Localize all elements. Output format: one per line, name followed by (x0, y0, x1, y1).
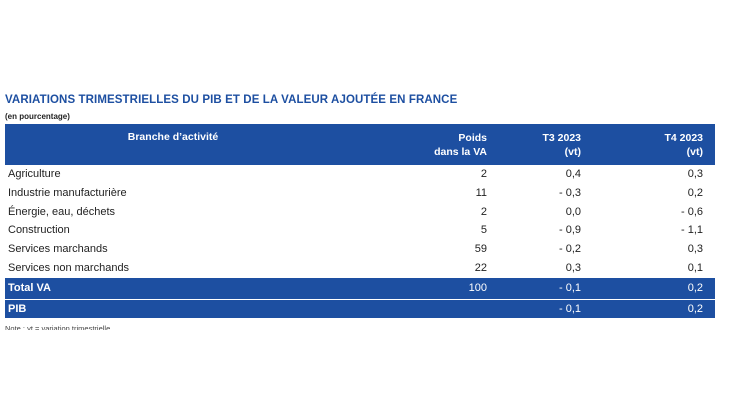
row-q4: 0,1 (687, 261, 703, 274)
gdp-q3: - 0,1 (499, 298, 593, 318)
row-weight: 11 (475, 186, 487, 199)
table-row: Services non marchands 22 0,3 0,1 (5, 259, 715, 278)
table-row: Services marchands 59 - 0,2 0,3 (5, 240, 715, 259)
row-weight: 5 (480, 224, 487, 237)
row-q4: - 0,6 (680, 205, 703, 218)
header-q4-line2: (vt) (686, 145, 703, 158)
total-q3: - 0,1 (499, 277, 593, 300)
row-q4: 0,2 (687, 186, 703, 199)
gdp-weight (353, 298, 499, 318)
table-row: Énergie, eau, déchets 2 0,0 - 0,6 (5, 203, 715, 222)
row-weight: 2 (480, 168, 487, 180)
row-q3: 0,4 (565, 168, 581, 180)
row-label: Énergie, eau, déchets (8, 205, 116, 218)
row-q3: - 0,3 (558, 186, 581, 199)
table-row: Agriculture 2 0,4 0,3 (5, 165, 715, 184)
row-label: Construction (8, 224, 70, 237)
row-q3: - 0,9 (558, 224, 581, 237)
table-row: Industrie manufacturière 11 - 0,3 0,2 (5, 184, 715, 203)
header-branch-label: Branche d’activité (127, 131, 219, 143)
total-weight: 100 (353, 277, 499, 300)
table-subtitle: (en pourcentage) (5, 112, 70, 121)
header-weight: Poids dans la VA (353, 124, 499, 165)
table-title: VARIATIONS TRIMESTRIELLES DU PIB ET DE L… (5, 94, 458, 106)
row-q4: 0,3 (687, 243, 703, 256)
header-q3-line1: T3 2023 (542, 131, 581, 144)
row-weight: 2 (480, 205, 487, 218)
row-label: Services marchands (8, 243, 108, 256)
header-q3: T3 2023 (vt) (499, 124, 593, 165)
header-q4: T4 2023 (vt) (593, 124, 715, 165)
gdp-q4: 0,2 (593, 298, 715, 318)
table-note: Note : vt = variation trimestrielle. (5, 324, 113, 330)
row-weight: 59 (474, 243, 487, 256)
total-label: Total VA (5, 277, 353, 300)
gdp-row: PIB - 0,1 0,2 (5, 298, 715, 318)
header-q4-line1: T4 2023 (664, 131, 703, 144)
header-weight-line1: Poids (458, 131, 487, 144)
row-label: Services non marchands (8, 261, 130, 274)
row-q3: 0,3 (565, 261, 581, 274)
total-q4: 0,2 (593, 277, 715, 300)
gdp-table: Branche d’activité Poids dans la VA T3 2… (5, 124, 715, 318)
table-header-row: Branche d’activité Poids dans la VA T3 2… (5, 124, 715, 165)
row-label: Agriculture (8, 168, 61, 180)
row-weight: 22 (474, 261, 487, 274)
total-va-row: Total VA 100 - 0,1 0,2 (5, 277, 715, 300)
row-label: Industrie manufacturière (8, 186, 127, 199)
gdp-label: PIB (5, 298, 353, 318)
header-branch: Branche d’activité (5, 124, 353, 165)
header-weight-line2: dans la VA (434, 145, 487, 158)
row-q4: - 1,1 (680, 224, 703, 237)
row-q3: 0,0 (565, 205, 581, 218)
row-q4: 0,3 (687, 168, 703, 180)
row-q3: - 0,2 (558, 243, 581, 256)
header-q3-line2: (vt) (564, 145, 581, 158)
table-row: Construction 5 - 0,9 - 1,1 (5, 221, 715, 240)
